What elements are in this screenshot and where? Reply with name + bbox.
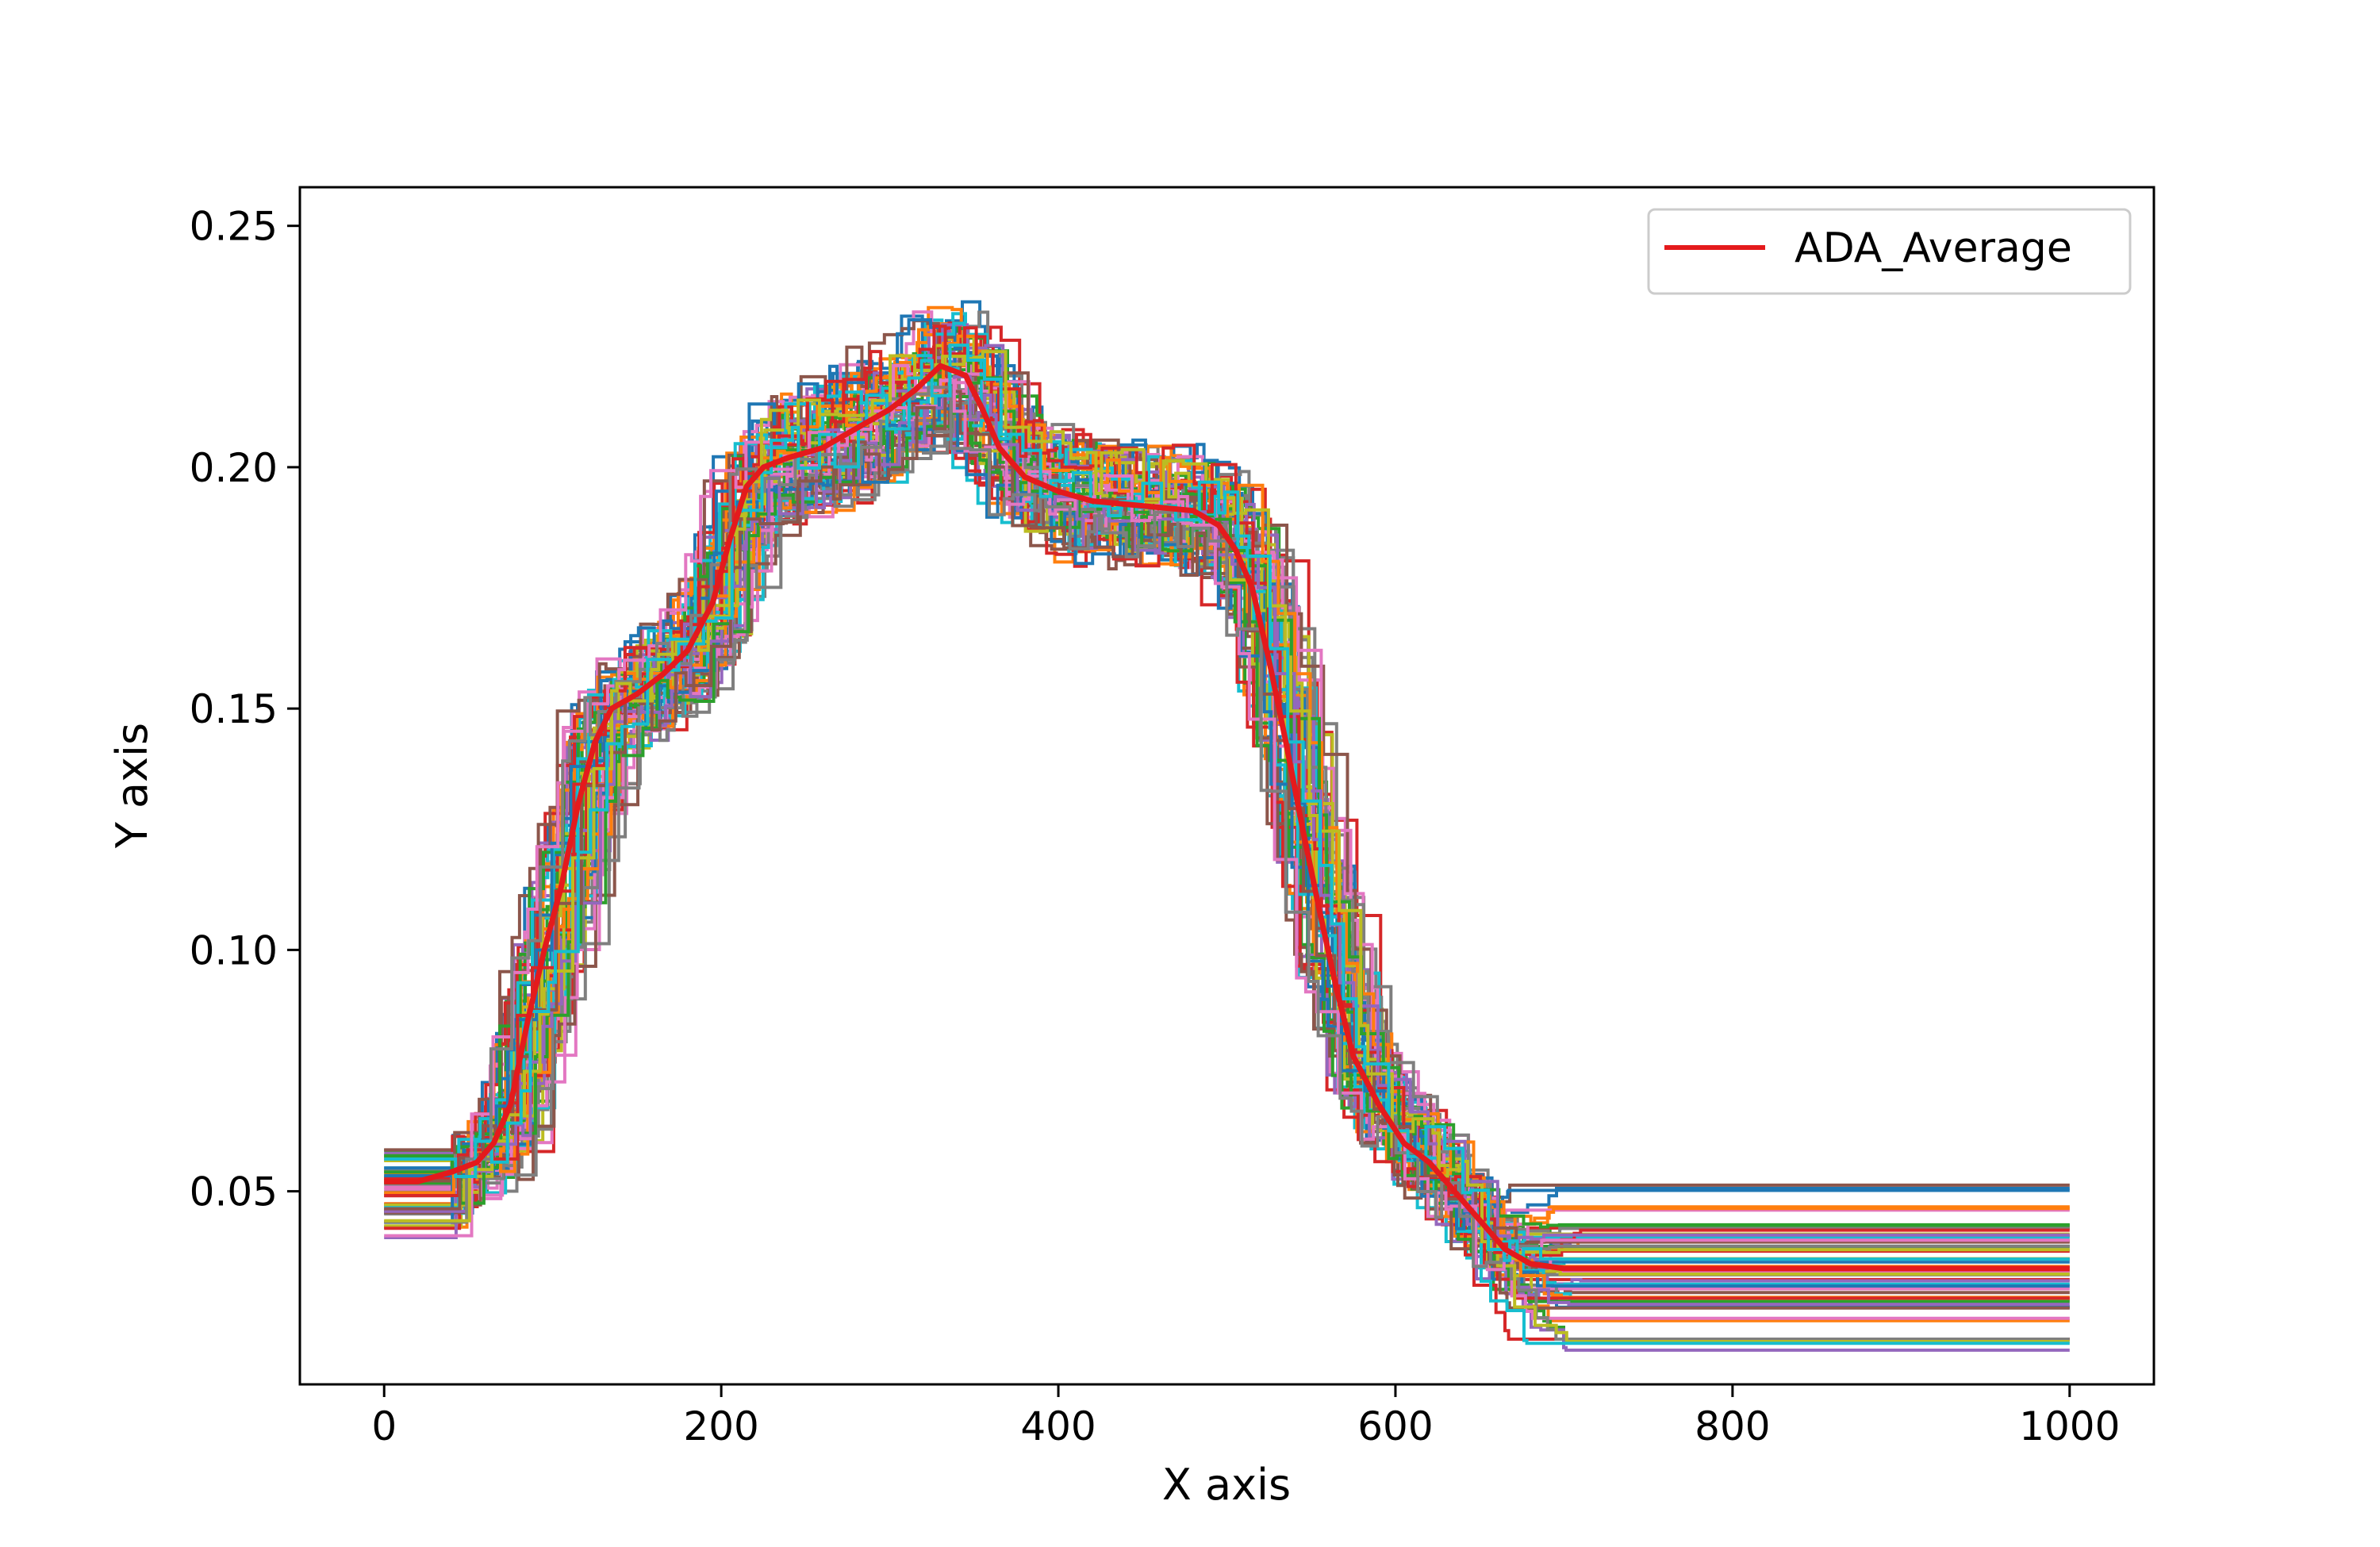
run-line: [384, 350, 2070, 1261]
average-line: [384, 363, 2070, 1272]
run-line: [384, 374, 2070, 1276]
run-line: [384, 390, 2070, 1246]
legend-label: ADA_Average: [1795, 225, 2072, 272]
y-tick-label: 0.10: [190, 927, 278, 973]
plot-frame: [298, 186, 2155, 1386]
x-tick-label: 800: [1695, 1403, 1770, 1449]
x-axis-ticks: 0 200 400 600 800 1000: [371, 1384, 2120, 1449]
x-tick-label: 400: [1020, 1403, 1096, 1449]
x-tick-label: 1000: [2019, 1403, 2120, 1449]
x-axis-title: X axis: [1162, 1460, 1291, 1510]
y-tick-label: 0.05: [190, 1169, 278, 1215]
individual-runs: [384, 300, 2070, 1352]
run-line: [384, 386, 2070, 1269]
y-tick-label: 0.25: [190, 204, 278, 250]
legend-box: [1647, 208, 2132, 295]
x-tick-label: 600: [1357, 1403, 1433, 1449]
y-axis-ticks: 0.05 0.10 0.15 0.20 0.25: [190, 204, 300, 1215]
average-series: [384, 363, 2070, 1272]
run-line: [384, 323, 2070, 1307]
x-tick-label: 200: [683, 1403, 758, 1449]
run-line: [384, 321, 2070, 1300]
y-axis-title: Y axis: [107, 723, 157, 849]
legend: ADA_Average: [1647, 208, 2132, 295]
y-tick-label: 0.20: [190, 445, 278, 491]
x-tick-label: 0: [371, 1403, 397, 1449]
y-tick-label: 0.15: [190, 686, 278, 732]
